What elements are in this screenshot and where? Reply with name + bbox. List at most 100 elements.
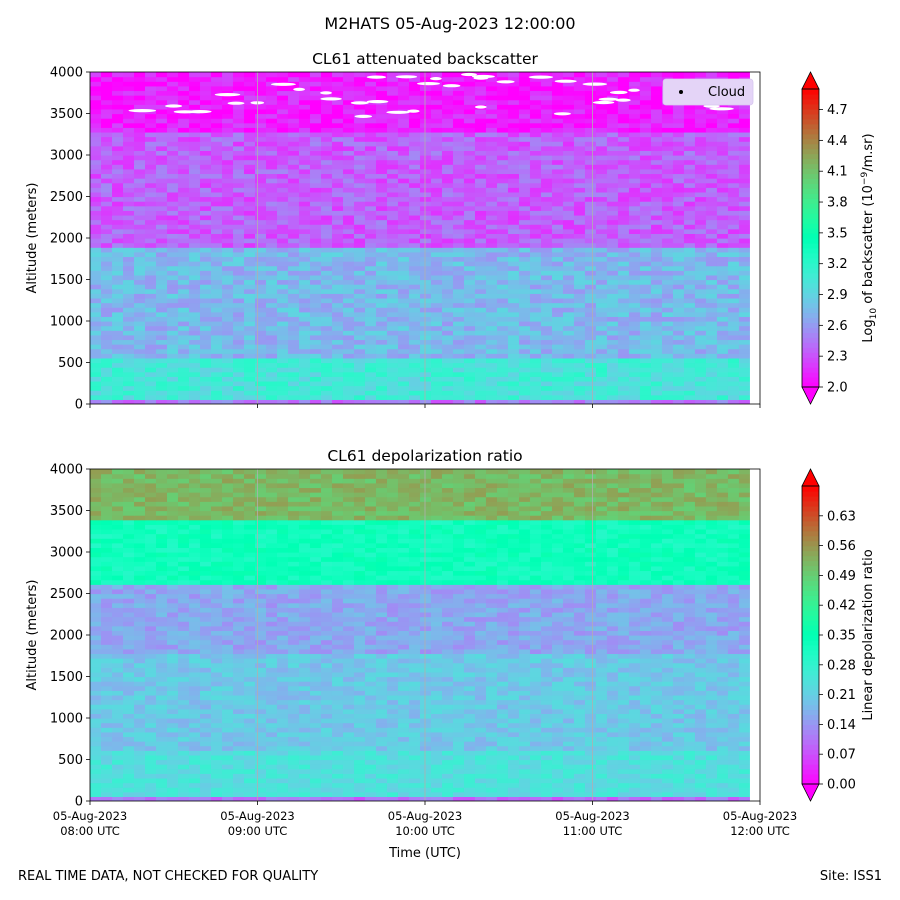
backscatter-cell (661, 238, 674, 244)
backscatter-cell (463, 131, 476, 138)
backscatter-cell (683, 261, 696, 267)
backscatter-cell (353, 155, 366, 161)
backscatter-cell (320, 279, 333, 285)
backscatter-cell (628, 265, 641, 271)
backscatter-cell (738, 191, 751, 198)
backscatter-cell (507, 136, 520, 142)
backscatter-cell (298, 302, 311, 308)
backscatter-cell (287, 155, 300, 161)
backscatter-cell (265, 348, 278, 354)
depolarization-cell (562, 777, 575, 784)
backscatter-cell (90, 155, 102, 161)
backscatter-cell (199, 155, 212, 161)
backscatter-cell (199, 224, 212, 230)
backscatter-cell (309, 357, 322, 364)
backscatter-cell (595, 214, 608, 221)
depolarization-cell (628, 764, 641, 770)
backscatter-cell (738, 265, 751, 271)
backscatter-cell (694, 316, 707, 322)
backscatter-cell (265, 279, 278, 285)
depolarization-cell (210, 787, 223, 793)
backscatter-cell (353, 141, 366, 147)
backscatter-cell (551, 256, 564, 262)
backscatter-cell (134, 81, 146, 87)
backscatter-cell (375, 357, 388, 364)
backscatter-cell (606, 344, 619, 350)
backscatter-cell (112, 367, 124, 373)
backscatter-cell (265, 104, 278, 110)
backscatter-cell (364, 394, 377, 400)
backscatter-cell (529, 95, 542, 101)
backscatter-cell (320, 238, 333, 244)
backscatter-cell (386, 85, 399, 92)
backscatter-cell (375, 95, 388, 101)
backscatter-cell (485, 99, 498, 105)
backscatter-cell (397, 201, 410, 207)
backscatter-cell (485, 330, 498, 336)
backscatter-cell (595, 182, 608, 188)
backscatter-cell (529, 81, 542, 87)
backscatter-cell (485, 242, 498, 248)
backscatter-cell (562, 155, 575, 161)
backscatter-cell (606, 191, 619, 198)
backscatter-cell (705, 191, 718, 198)
backscatter-cell (628, 173, 641, 179)
backscatter-cell (628, 238, 641, 244)
backscatter-cell (562, 141, 575, 147)
backscatter-cell (276, 182, 289, 188)
backscatter-cell (507, 85, 520, 92)
backscatter-cell (287, 348, 300, 354)
backscatter-cell (386, 113, 399, 119)
backscatter-cell (156, 256, 168, 262)
backscatter-cell (166, 168, 179, 175)
backscatter-cell (452, 353, 465, 359)
backscatter-cell (507, 380, 520, 387)
backscatter-cell (496, 76, 509, 82)
backscatter-cell (474, 224, 487, 230)
backscatter-cell (463, 399, 476, 404)
backscatter-cell (463, 173, 476, 179)
backscatter-cell (353, 187, 366, 193)
backscatter-cell (90, 265, 102, 271)
backscatter-cell (331, 108, 344, 115)
backscatter-cell (529, 339, 542, 345)
backscatter-cell (683, 385, 696, 391)
backscatter-cell (112, 261, 124, 267)
backscatter-cell (716, 150, 729, 156)
backscatter-cell (243, 357, 256, 364)
backscatter-cell (727, 376, 740, 382)
backscatter-cell (540, 293, 553, 299)
backscatter-cell (617, 95, 630, 101)
backscatter-cell (123, 127, 135, 133)
depolarization-cell (474, 773, 487, 779)
backscatter-cell (353, 394, 366, 400)
backscatter-cell (397, 380, 410, 387)
backscatter-cell (705, 399, 718, 404)
backscatter-cell (298, 399, 311, 404)
backscatter-cell (628, 284, 641, 290)
backscatter-cell (716, 297, 729, 304)
backscatter-cell (562, 274, 575, 281)
depolarization-cell (112, 773, 124, 779)
backscatter-cell (683, 196, 696, 202)
backscatter-cell (210, 72, 223, 78)
backscatter-cell (650, 316, 663, 322)
backscatter-cell (331, 367, 344, 373)
backscatter-cell (540, 187, 553, 193)
backscatter-cell (177, 191, 190, 198)
backscatter-cell (430, 307, 443, 313)
backscatter-cell (639, 233, 652, 239)
depolarization-cell (628, 759, 641, 765)
backscatter-cell (661, 385, 674, 391)
backscatter-cell (386, 367, 399, 373)
backscatter-cell (639, 187, 652, 193)
backscatter-cell (342, 187, 355, 193)
backscatter-cell (683, 242, 696, 248)
backscatter-cell (496, 108, 509, 115)
backscatter-cell (199, 72, 212, 78)
backscatter-cell (134, 136, 146, 142)
backscatter-cell (628, 380, 641, 387)
backscatter-cell (243, 353, 256, 359)
backscatter-cell (639, 224, 652, 230)
backscatter-cell (441, 131, 454, 138)
